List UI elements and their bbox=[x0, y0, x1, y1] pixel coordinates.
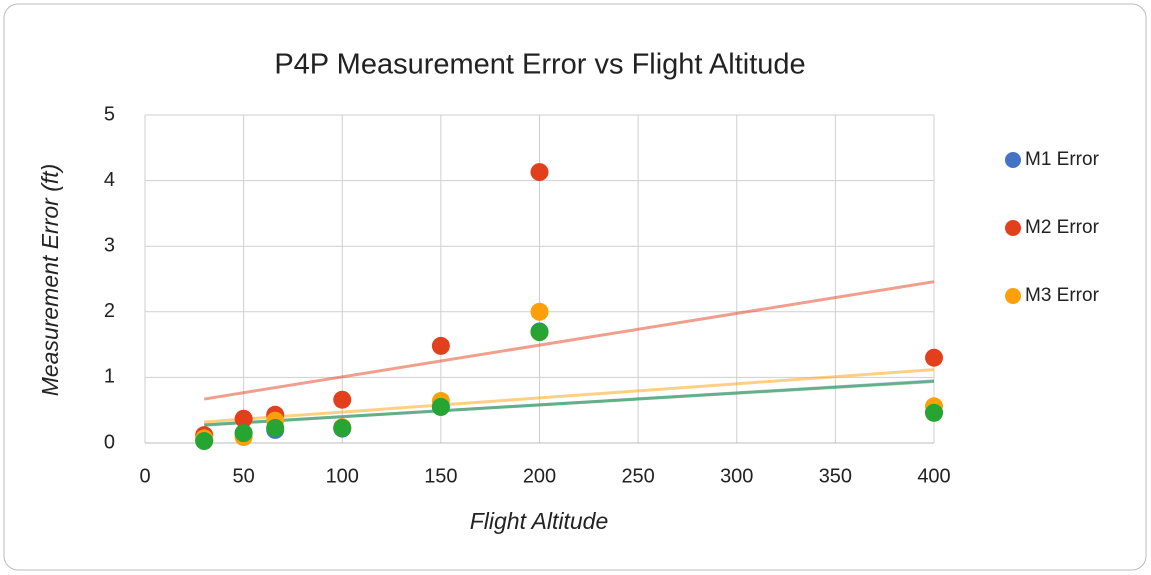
point bbox=[333, 390, 352, 409]
x-tick-label: 400 bbox=[917, 465, 950, 487]
chart-frame bbox=[3, 3, 1147, 571]
legend-label: M2 Error bbox=[1025, 217, 1100, 238]
x-tick-label: 150 bbox=[424, 465, 457, 487]
x-tick-label: 100 bbox=[326, 465, 359, 487]
point bbox=[925, 348, 943, 367]
point bbox=[333, 418, 352, 437]
legend-swatch bbox=[1005, 152, 1021, 168]
point bbox=[530, 163, 549, 182]
point bbox=[530, 323, 549, 342]
point bbox=[195, 432, 214, 451]
trendline bbox=[204, 380, 935, 427]
x-tick-label: 0 bbox=[139, 465, 150, 487]
legend-swatch bbox=[1005, 288, 1021, 304]
point bbox=[530, 302, 549, 321]
trendline bbox=[203, 280, 935, 401]
y-tick-label: 4 bbox=[104, 169, 115, 191]
legend-label: M1 Error bbox=[1025, 149, 1100, 170]
y-tick-label: 5 bbox=[104, 103, 115, 125]
y-axis-label: Measurement Error (ft) bbox=[37, 164, 63, 397]
y-tick-label: 2 bbox=[104, 300, 115, 322]
trendline bbox=[204, 368, 935, 424]
point bbox=[431, 397, 450, 416]
x-tick-label: 250 bbox=[621, 465, 654, 487]
x-tick-label: 50 bbox=[233, 465, 255, 487]
point bbox=[266, 418, 285, 437]
point bbox=[234, 424, 253, 443]
chart-title: P4P Measurement Error vs Flight Altitude bbox=[274, 49, 805, 81]
x-tick-label: 350 bbox=[819, 465, 852, 487]
point bbox=[431, 336, 450, 355]
y-tick-label: 1 bbox=[104, 366, 115, 388]
x-tick-label: 200 bbox=[523, 465, 556, 487]
point bbox=[925, 403, 943, 422]
legend-swatch bbox=[1005, 220, 1021, 236]
point bbox=[234, 409, 253, 428]
x-axis-label: Flight Altitude bbox=[470, 508, 609, 534]
y-tick-label: 3 bbox=[104, 234, 115, 256]
y-tick-label: 0 bbox=[104, 431, 115, 453]
x-tick-label: 300 bbox=[720, 465, 753, 487]
legend-label: M3 Error bbox=[1025, 285, 1100, 306]
